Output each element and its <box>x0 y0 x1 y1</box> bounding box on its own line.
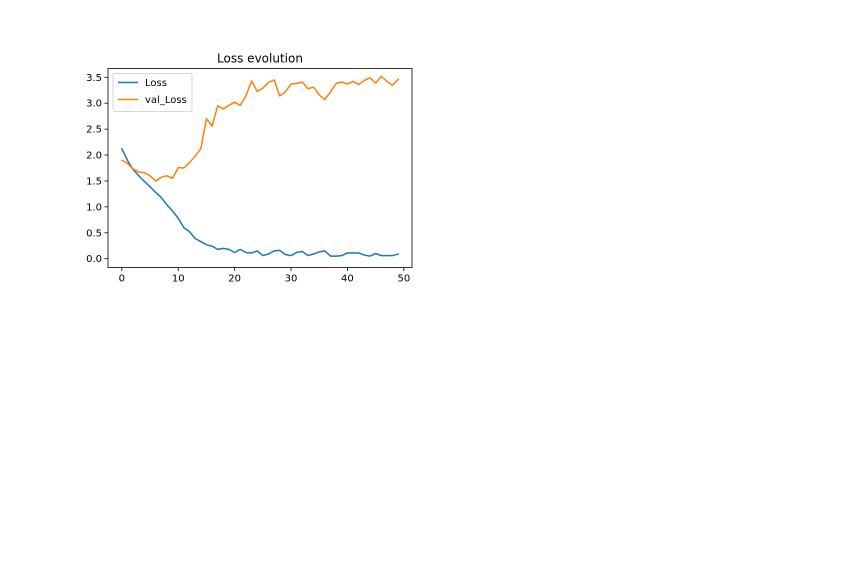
legend-label-val-loss: val_Loss <box>145 95 187 106</box>
y-tick-label: 3.5 <box>86 73 102 84</box>
y-tick-label: 1.5 <box>86 176 102 187</box>
x-tick-label: 10 <box>172 274 185 285</box>
y-tick-label: 3.0 <box>86 99 102 110</box>
chart-title: Loss evolution <box>217 52 303 66</box>
x-tick-label: 20 <box>228 274 241 285</box>
y-tick-label: 2.0 <box>86 151 102 162</box>
plot-lines <box>120 75 400 257</box>
axes-frame <box>107 68 413 268</box>
legend: Loss val_Loss <box>112 73 193 112</box>
y-axis-ticks: 0.0 0.5 1.0 1.5 2.0 2.5 3.0 3.5 <box>86 73 108 265</box>
x-tick-label: 30 <box>285 274 298 285</box>
x-tick-label: 50 <box>397 274 410 285</box>
y-tick-label: 2.5 <box>86 125 102 136</box>
y-tick-label: 1.0 <box>86 202 102 213</box>
series-line-loss <box>120 147 400 257</box>
x-tick-label: 0 <box>119 274 125 285</box>
legend-label-loss: Loss <box>145 78 167 89</box>
x-axis-ticks: 0 10 20 30 40 50 <box>119 267 410 285</box>
x-tick-label: 40 <box>341 274 354 285</box>
series-line-val-loss <box>120 75 400 182</box>
y-tick-label: 0.5 <box>86 228 102 239</box>
y-tick-label: 0.0 <box>86 254 102 265</box>
